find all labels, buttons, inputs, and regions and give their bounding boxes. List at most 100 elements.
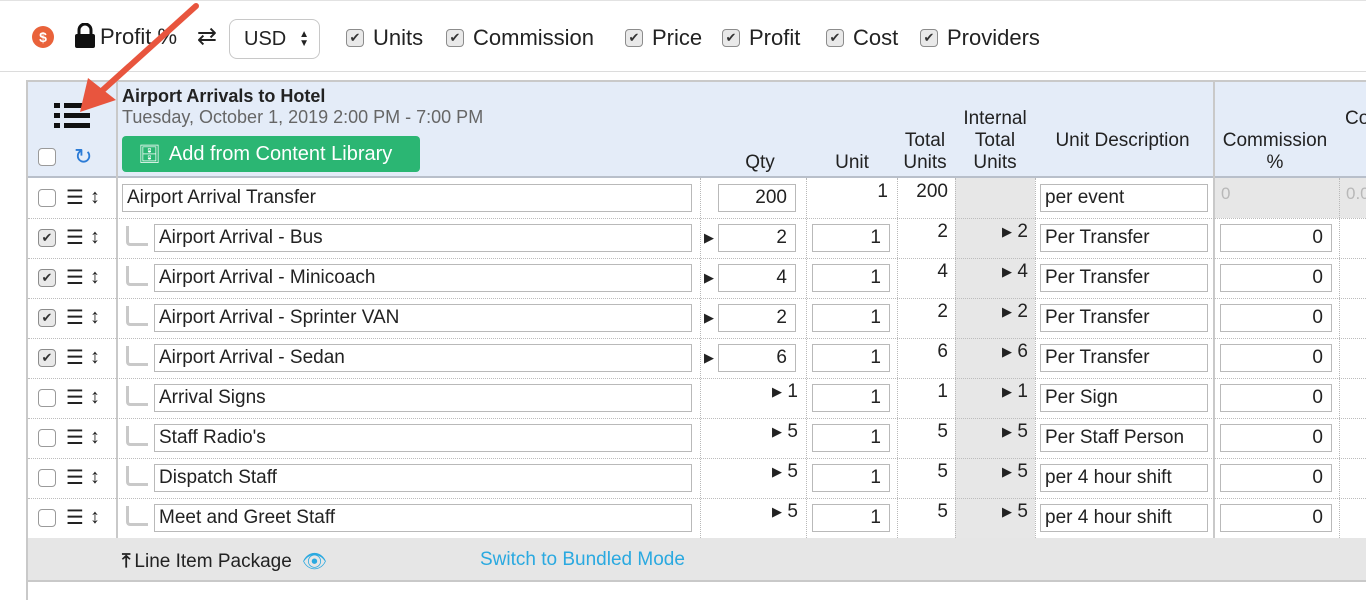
unit-description-field[interactable]: Per Transfer — [1040, 304, 1208, 332]
toggle-cost[interactable]: Cost — [826, 25, 898, 51]
item-name-field[interactable]: Airport Arrival - Bus — [154, 224, 692, 252]
item-name-field[interactable]: Arrival Signs — [154, 384, 692, 412]
qty-field[interactable]: 6 — [718, 344, 796, 372]
drag-handle-icon[interactable]: ↕ — [89, 306, 100, 328]
qty-field[interactable]: 200 — [718, 184, 796, 212]
unit-description-field[interactable]: Per Transfer — [1040, 264, 1208, 292]
item-name-field[interactable]: Airport Arrival - Sedan — [154, 344, 692, 372]
unit-description-field[interactable]: Per Staff Person — [1040, 424, 1208, 452]
row-checkbox[interactable] — [38, 348, 56, 367]
column-header-unit-description[interactable]: Unit Description — [1055, 130, 1190, 151]
drag-handle-icon[interactable]: ↕ — [89, 386, 100, 408]
toggle-checkbox[interactable] — [446, 29, 464, 47]
row-checkbox[interactable] — [38, 308, 56, 327]
unit-field[interactable]: 1 — [812, 384, 890, 412]
row-menu-icon[interactable]: ☰ — [66, 507, 84, 529]
line-item-package[interactable]: ⤒ Line Item Package 👁 — [122, 549, 327, 574]
drag-handle-icon[interactable]: ↕ — [89, 266, 100, 288]
expand-caret-icon[interactable]: ▶ — [1002, 504, 1012, 519]
column-header-unit[interactable]: Unit — [835, 152, 869, 173]
expand-caret-icon[interactable]: ▶ — [772, 504, 782, 519]
expand-caret-icon[interactable]: ▶ — [1002, 344, 1012, 359]
unit-field[interactable]: 1 — [812, 504, 890, 532]
column-header-qty[interactable]: Qty — [745, 152, 775, 173]
row-menu-icon[interactable]: ☰ — [66, 227, 84, 249]
commission-field[interactable]: 0 — [1220, 504, 1332, 532]
expand-caret-icon[interactable]: ▶ — [772, 464, 782, 479]
dollar-icon[interactable]: $ — [32, 26, 54, 48]
toggle-checkbox[interactable] — [920, 29, 938, 47]
toggle-checkbox[interactable] — [625, 29, 643, 47]
unit-field[interactable]: 1 — [812, 464, 890, 492]
toggle-commission[interactable]: Commission — [446, 25, 594, 51]
drag-handle-icon[interactable]: ↕ — [89, 466, 100, 488]
commission-field[interactable]: 0 — [1220, 464, 1332, 492]
unit-description-field[interactable]: Per Transfer — [1040, 344, 1208, 372]
row-menu-icon[interactable]: ☰ — [66, 307, 84, 329]
row-checkbox[interactable] — [38, 228, 56, 247]
unit-field[interactable]: 1 — [812, 304, 890, 332]
drag-handle-icon[interactable]: ↕ — [89, 506, 100, 528]
drag-handle-icon[interactable]: ↕ — [89, 226, 100, 248]
eye-icon[interactable]: 👁 — [301, 551, 328, 573]
row-menu-icon[interactable]: ☰ — [66, 387, 84, 409]
unit-description-field[interactable]: Per Sign — [1040, 384, 1208, 412]
drag-handle-icon[interactable]: ↕ — [89, 186, 100, 208]
commission-field[interactable]: 0 — [1220, 224, 1332, 252]
row-menu-icon[interactable]: ☰ — [66, 267, 84, 289]
expand-caret-icon[interactable]: ▶ — [772, 424, 782, 439]
row-checkbox[interactable] — [38, 188, 56, 207]
list-menu-icon[interactable] — [52, 100, 92, 132]
toggle-checkbox[interactable] — [722, 29, 740, 47]
commission-field[interactable]: 0 — [1220, 424, 1332, 452]
row-menu-icon[interactable]: ☰ — [66, 347, 84, 369]
drag-handle-icon[interactable]: ↕ — [89, 426, 100, 448]
unit-field[interactable]: 1 — [812, 224, 890, 252]
unit-description-field[interactable]: per 4 hour shift — [1040, 504, 1208, 532]
refresh-icon[interactable]: ↻ — [74, 144, 93, 169]
expand-caret-icon[interactable]: ▶ — [1002, 424, 1012, 439]
row-checkbox[interactable] — [38, 388, 56, 407]
expand-caret-icon[interactable]: ▶ — [1002, 384, 1012, 399]
toggle-profit[interactable]: Profit — [722, 25, 800, 51]
switch-to-bundled-mode-link[interactable]: Switch to Bundled Mode — [480, 549, 685, 570]
expand-caret-icon[interactable]: ▶ — [704, 310, 714, 325]
expand-caret-icon[interactable]: ▶ — [1002, 264, 1012, 279]
expand-caret-icon[interactable]: ▶ — [704, 270, 714, 285]
column-header-commission-percent[interactable]: Commission % — [1222, 130, 1328, 173]
item-name-field[interactable]: Airport Arrival - Minicoach — [154, 264, 692, 292]
qty-field[interactable]: 2 — [718, 304, 796, 332]
select-all-checkbox[interactable] — [38, 148, 56, 166]
row-menu-icon[interactable]: ☰ — [66, 187, 84, 209]
item-name-field[interactable]: Staff Radio's — [154, 424, 692, 452]
row-checkbox[interactable] — [38, 428, 56, 447]
expand-caret-icon[interactable]: ▶ — [1002, 304, 1012, 319]
row-checkbox[interactable] — [38, 508, 56, 527]
row-menu-icon[interactable]: ☰ — [66, 427, 84, 449]
item-name-field[interactable]: Dispatch Staff — [154, 464, 692, 492]
item-name-field[interactable]: Airport Arrival - Sprinter VAN — [154, 304, 692, 332]
unit-description-field[interactable]: per event — [1040, 184, 1208, 212]
currency-select[interactable]: USD ▲ ▼ — [229, 19, 320, 59]
commission-field[interactable]: 0 — [1220, 264, 1332, 292]
expand-caret-icon[interactable]: ▶ — [1002, 224, 1012, 239]
unit-description-field[interactable]: Per Transfer — [1040, 224, 1208, 252]
unit-field[interactable]: 1 — [812, 344, 890, 372]
toggle-checkbox[interactable] — [826, 29, 844, 47]
commission-field[interactable]: 0 — [1220, 344, 1332, 372]
commission-field[interactable]: 0 — [1220, 304, 1332, 332]
expand-caret-icon[interactable]: ▶ — [1002, 464, 1012, 479]
item-name-field[interactable]: Meet and Greet Staff — [154, 504, 692, 532]
expand-caret-icon[interactable]: ▶ — [704, 230, 714, 245]
qty-field[interactable]: 4 — [718, 264, 796, 292]
toggle-price[interactable]: Price — [625, 25, 702, 51]
qty-field[interactable]: 2 — [718, 224, 796, 252]
toggle-providers[interactable]: Providers — [920, 25, 1040, 51]
drag-handle-icon[interactable]: ↕ — [89, 346, 100, 368]
expand-caret-icon[interactable]: ▶ — [704, 350, 714, 365]
toggle-checkbox[interactable] — [346, 29, 364, 47]
column-header-next[interactable]: Co — [1345, 108, 1366, 129]
unit-description-field[interactable]: per 4 hour shift — [1040, 464, 1208, 492]
unit-field[interactable]: 1 — [812, 264, 890, 292]
lock-icon[interactable] — [74, 23, 96, 49]
